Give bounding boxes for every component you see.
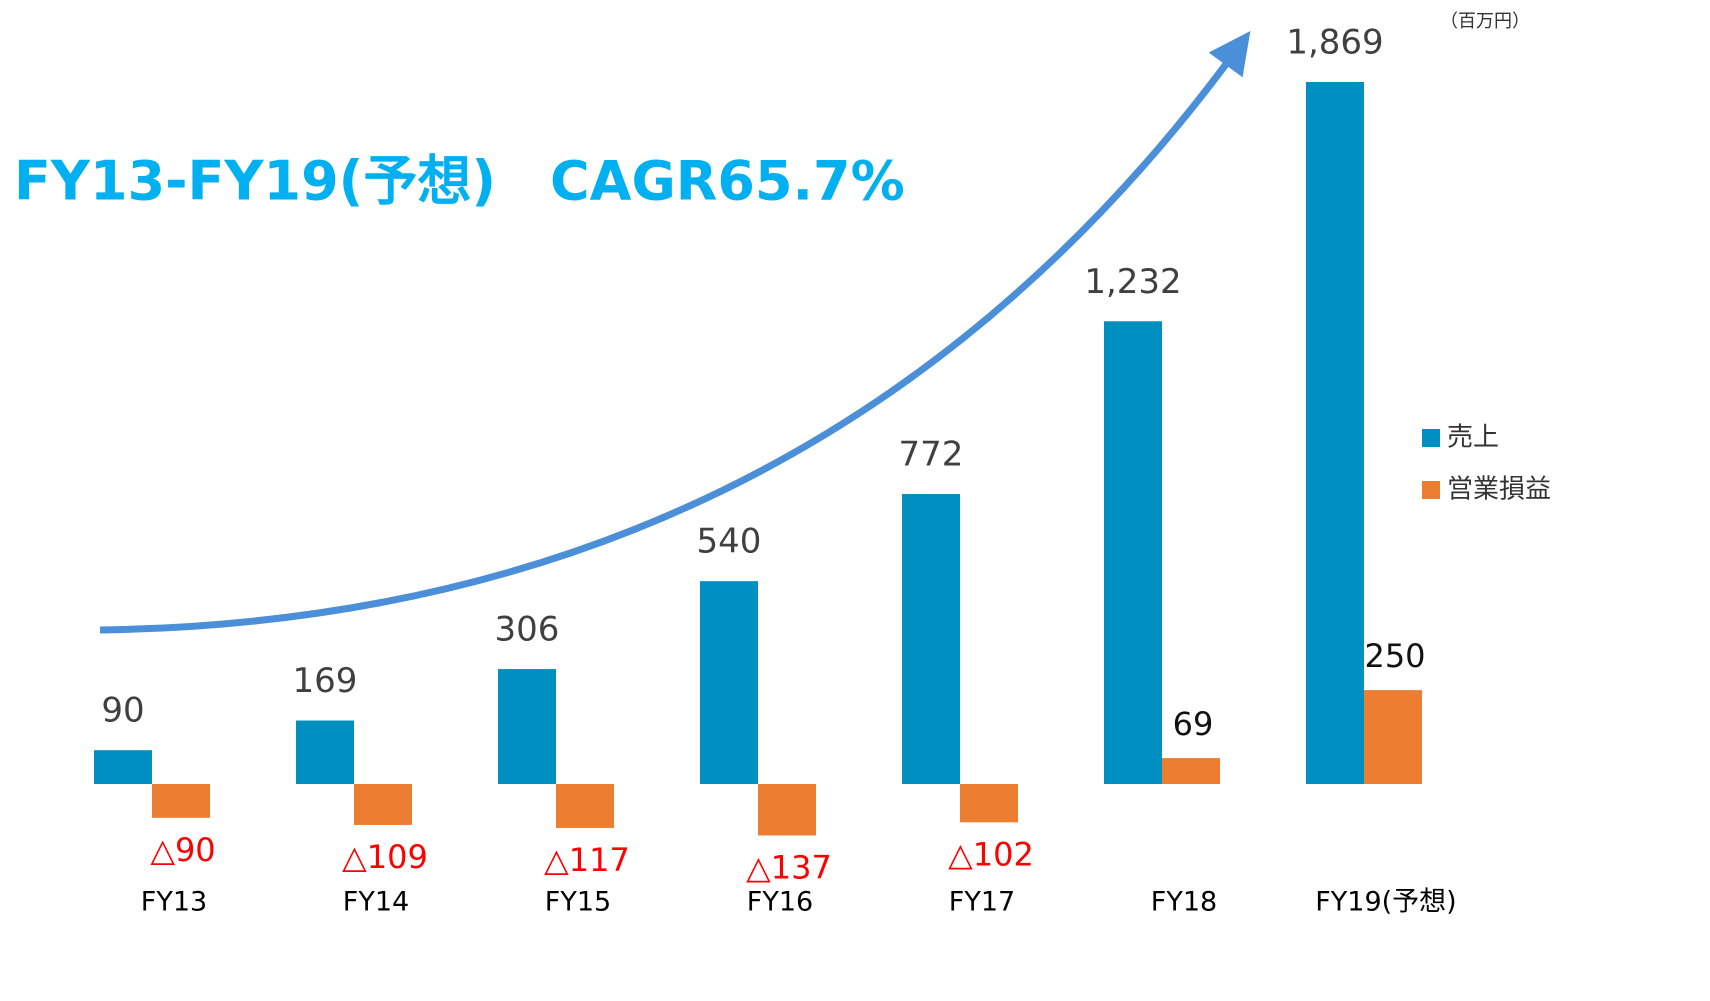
bar: [960, 784, 1018, 823]
value-label: 250: [1364, 637, 1425, 675]
value-label: 306: [495, 610, 560, 650]
legend-swatch: [1422, 481, 1440, 499]
x-tick-label: FY16: [747, 887, 813, 918]
chart-title: FY13-FY19(予想) CAGR65.7%: [14, 150, 905, 213]
legend-label: 売上: [1447, 423, 1499, 453]
bar: [152, 784, 210, 818]
value-label: 772: [899, 435, 964, 475]
bar: [296, 720, 354, 784]
bar: [700, 581, 758, 784]
x-tick-label: FY18: [1151, 887, 1217, 918]
x-tick-label: FY15: [545, 887, 611, 918]
value-label: 540: [697, 522, 762, 562]
x-tick-label: FY19(予想): [1315, 887, 1456, 918]
bar: [1104, 321, 1162, 784]
bar: [1162, 758, 1220, 784]
value-label: 90: [101, 691, 144, 731]
value-label: △90: [150, 831, 215, 869]
x-tick-label: FY17: [949, 887, 1015, 918]
value-label: 169: [293, 661, 358, 701]
growth-arrow: [99, 31, 1251, 634]
legend-label: 営業損益: [1447, 475, 1551, 505]
bar: [556, 784, 614, 828]
x-tick-label: FY13: [141, 887, 207, 918]
bar: [758, 784, 816, 836]
bar: [1306, 82, 1364, 784]
legend-swatch: [1422, 429, 1440, 447]
value-label: 69: [1173, 705, 1214, 743]
unit-label: （百万円）: [1440, 11, 1530, 32]
bar: [94, 750, 152, 784]
value-label: △102: [948, 835, 1034, 873]
value-label: △109: [342, 838, 428, 876]
value-label: △117: [544, 841, 630, 879]
bar: [354, 784, 412, 825]
bar: [498, 669, 556, 784]
value-label: 1,869: [1286, 23, 1383, 63]
value-label: 1,232: [1084, 262, 1181, 302]
value-label: △137: [746, 848, 832, 886]
bar: [902, 494, 960, 784]
bar: [1364, 690, 1422, 784]
x-tick-label: FY14: [343, 887, 409, 918]
